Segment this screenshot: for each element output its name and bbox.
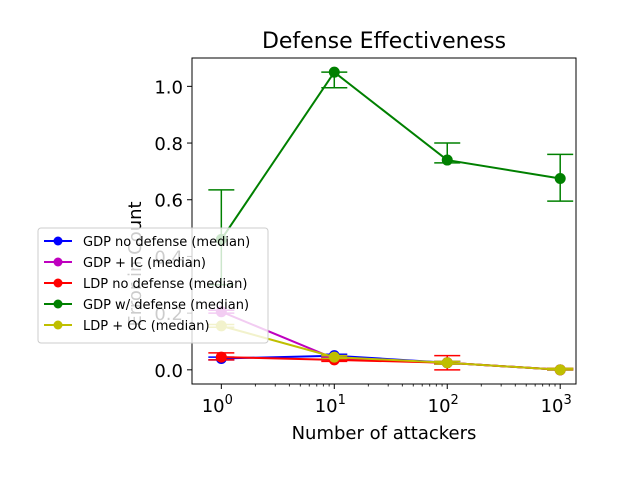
y-tick-label: 0.0 <box>154 361 183 382</box>
data-point <box>554 172 566 184</box>
series-line <box>221 324 561 371</box>
legend-marker <box>53 299 63 309</box>
x-tick-label: 100 <box>202 393 233 417</box>
data-point <box>554 364 566 376</box>
chart-title: Defense Effectiveness <box>262 29 506 54</box>
legend-label: LDP no defense (median) <box>83 277 247 292</box>
series-layer <box>208 66 574 376</box>
x-tick-label: 102 <box>428 393 459 417</box>
x-tick-label: 101 <box>315 393 346 417</box>
data-point <box>328 66 340 78</box>
legend-label: GDP w/ defense (median) <box>83 298 249 313</box>
y-tick-label: 0.6 <box>154 191 183 212</box>
data-point <box>441 154 453 166</box>
legend-marker <box>53 320 63 330</box>
y-tick-label: 1.0 <box>154 77 183 98</box>
series-3 <box>208 66 574 286</box>
data-point <box>441 357 453 369</box>
legend-label: LDP + OC (median) <box>83 319 210 334</box>
y-tick-label: 0.8 <box>154 134 183 155</box>
legend-marker <box>53 278 63 288</box>
x-tick-label: 103 <box>541 393 572 417</box>
data-point <box>328 351 340 363</box>
x-axis-ticks: 100 101 102 103 <box>202 384 572 417</box>
legend-marker <box>53 257 63 267</box>
data-point <box>215 351 227 363</box>
legend-label: GDP + IC (median) <box>83 256 206 271</box>
series-line <box>220 70 561 240</box>
legend: GDP no defense (median) GDP + IC (median)… <box>37 227 269 344</box>
legend-label: GDP no defense (median) <box>83 235 250 250</box>
legend-marker <box>53 236 63 246</box>
legend-box <box>37 227 269 344</box>
x-axis-label: Number of attackers <box>292 423 477 444</box>
